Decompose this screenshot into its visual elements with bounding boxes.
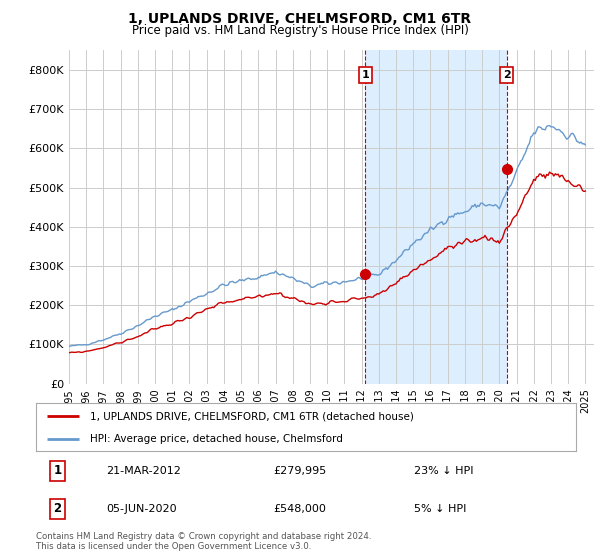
- Text: £279,995: £279,995: [274, 466, 327, 476]
- Text: Price paid vs. HM Land Registry's House Price Index (HPI): Price paid vs. HM Land Registry's House …: [131, 24, 469, 37]
- Text: 05-JUN-2020: 05-JUN-2020: [106, 504, 177, 514]
- Text: £548,000: £548,000: [274, 504, 326, 514]
- Text: HPI: Average price, detached house, Chelmsford: HPI: Average price, detached house, Chel…: [90, 434, 343, 444]
- Text: 2: 2: [503, 70, 511, 80]
- Text: 5% ↓ HPI: 5% ↓ HPI: [414, 504, 466, 514]
- Text: Contains HM Land Registry data © Crown copyright and database right 2024.
This d: Contains HM Land Registry data © Crown c…: [36, 532, 371, 552]
- Bar: [365, 50, 507, 384]
- Text: 1: 1: [361, 70, 369, 80]
- Text: 23% ↓ HPI: 23% ↓ HPI: [414, 466, 473, 476]
- Text: 1: 1: [53, 464, 62, 478]
- Text: 1, UPLANDS DRIVE, CHELMSFORD, CM1 6TR (detached house): 1, UPLANDS DRIVE, CHELMSFORD, CM1 6TR (d…: [90, 411, 414, 421]
- Text: 2: 2: [53, 502, 62, 515]
- Text: 1, UPLANDS DRIVE, CHELMSFORD, CM1 6TR: 1, UPLANDS DRIVE, CHELMSFORD, CM1 6TR: [128, 12, 472, 26]
- Text: 21-MAR-2012: 21-MAR-2012: [106, 466, 181, 476]
